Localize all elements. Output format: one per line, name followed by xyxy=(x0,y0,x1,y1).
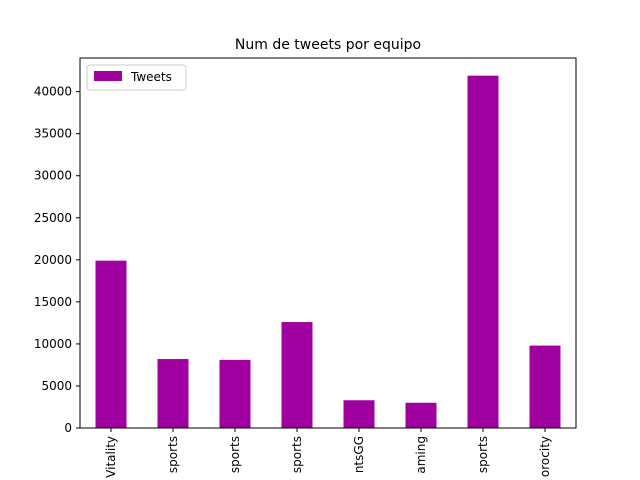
x-tick-label: aming xyxy=(414,436,428,474)
y-axis: 0 5000 10000 15000 20000 25000 30000 35000 40000 xyxy=(34,85,80,435)
y-tick-label: 15000 xyxy=(34,295,72,309)
y-tick-label: 40000 xyxy=(34,85,72,99)
y-tick-label: 5000 xyxy=(41,379,72,393)
bar-2 xyxy=(219,359,251,428)
bars-group xyxy=(95,75,561,428)
legend-label: Tweets xyxy=(130,70,172,84)
plot-frame xyxy=(79,57,577,429)
x-tick-label: sports xyxy=(228,436,242,473)
y-tick-label: 0 xyxy=(64,421,72,435)
legend-swatch xyxy=(94,71,122,81)
bar-1 xyxy=(157,359,189,428)
y-tick-label: 35000 xyxy=(34,127,72,141)
y-tick-label: 25000 xyxy=(34,211,72,225)
x-tick-label: sports xyxy=(290,436,304,473)
bar-0 xyxy=(95,260,127,428)
x-axis: Vitality sports sports sports ntsGG aming spor… xyxy=(104,428,552,478)
x-tick-label: orocity xyxy=(538,436,552,477)
legend: Tweets xyxy=(86,64,187,91)
y-tick-label: 30000 xyxy=(34,169,72,183)
x-tick-label: sports xyxy=(166,436,180,473)
x-tick-label: sports xyxy=(476,436,490,473)
bar-5 xyxy=(405,402,437,428)
bar-7 xyxy=(529,345,561,428)
bar-4 xyxy=(343,400,375,428)
x-tick-label: ntsGG xyxy=(352,436,366,473)
bar-3 xyxy=(281,322,313,428)
y-tick-label: 10000 xyxy=(34,337,72,351)
chart-title: Num de tweets por equipo xyxy=(235,37,421,53)
y-tick-label: 20000 xyxy=(34,253,72,267)
x-tick-label: Vitality xyxy=(104,436,118,478)
bar-6 xyxy=(467,75,499,428)
